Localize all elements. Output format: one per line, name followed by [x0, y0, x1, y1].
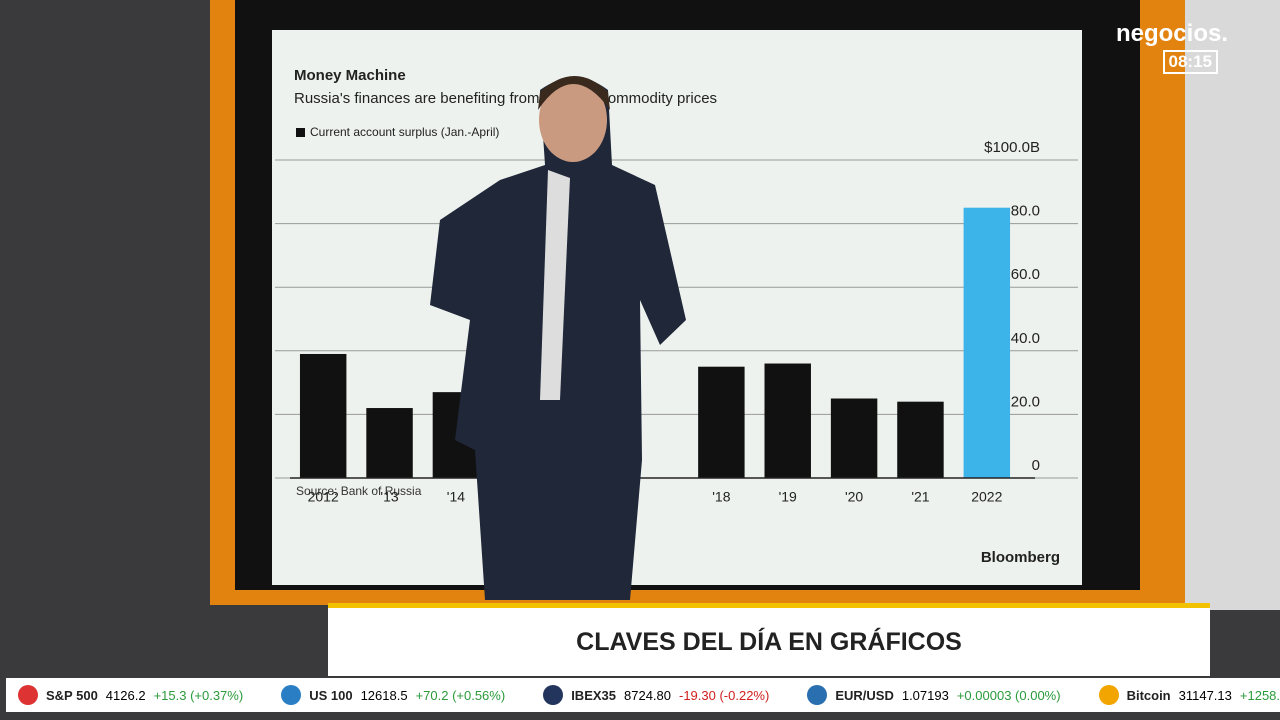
ticker-price: 4126.2 — [105, 687, 146, 703]
ticker-item: S&P 500 4126.2 +15.3 (+0.37%) — [6, 685, 243, 705]
x-tick-label: '18 — [712, 489, 730, 505]
ticker-price: 8724.80 — [624, 687, 671, 703]
bar — [963, 207, 1011, 478]
ticker-name: IBEX35 — [571, 687, 616, 703]
ticker-change: +70.2 (+0.56%) — [415, 687, 506, 703]
ticker-icon — [807, 685, 828, 705]
brand: Bloomberg — [981, 549, 1060, 566]
ticker-name: S&P 500 — [46, 687, 98, 703]
y-tick-label: $100.0B — [984, 139, 1040, 156]
ticker-change: +15.3 (+0.37%) — [153, 687, 244, 703]
ticker-icon — [543, 685, 564, 705]
ticker-icon — [1098, 685, 1119, 705]
chart-subtitle: Russia's finances are benefiting from a … — [294, 90, 717, 107]
x-tick-label: '21 — [911, 489, 929, 505]
x-tick-label: '13 — [380, 489, 398, 505]
x-tick-label: 2012 — [308, 489, 339, 505]
ticker-icon — [18, 685, 38, 705]
y-tick-label: 40.0 — [1011, 330, 1040, 347]
presenter-shirt — [540, 170, 570, 400]
x-tick-label: '19 — [779, 489, 797, 505]
x-tick-label: 2022 — [971, 489, 1002, 505]
chart-title: Money Machine — [294, 67, 406, 84]
bar — [897, 401, 944, 478]
y-tick-label: 0 — [1032, 457, 1040, 474]
y-tick-label: 60.0 — [1011, 266, 1040, 283]
ticker-price: 1.07193 — [901, 687, 949, 703]
presenter-head — [539, 78, 607, 162]
ticker-item: EUR/USD 1.07193 +0.00003 (0.00%) — [795, 685, 1061, 705]
ticker-change: +0.00003 (0.00%) — [956, 687, 1061, 703]
ticker-item: Bitcoin 31147.13 +1258.15 (+4.2 — [1087, 685, 1280, 705]
ticker-item: US 100 12618.5 +70.2 (+0.56%) — [269, 685, 505, 705]
ticker-change: -19.30 (-0.22%) — [679, 687, 770, 703]
x-tick-label: '20 — [845, 489, 863, 505]
source: Source: Bank of Russia — [296, 484, 422, 498]
bar — [830, 398, 878, 478]
ticker-name: EUR/USD — [835, 687, 894, 703]
clock: 08:15 — [1162, 50, 1218, 74]
ticker-item: IBEX35 8724.80 -19.30 (-0.22%) — [531, 685, 769, 705]
lower-third: CLAVES DEL DÍA EN GRÁFICOS — [328, 603, 1210, 676]
presenter-hair — [538, 76, 610, 110]
bar — [299, 353, 347, 478]
y-tick-label: 80.0 — [1011, 203, 1040, 220]
ticker-name: Bitcoin — [1126, 687, 1171, 703]
ticker-price: 12618.5 — [360, 687, 408, 703]
ticker-change: +1258.15 (+4.2 — [1239, 687, 1280, 703]
legend-swatch — [296, 128, 305, 137]
x-tick-label: '14 — [447, 489, 465, 505]
bar — [366, 408, 413, 478]
studio-wall — [1170, 0, 1280, 610]
ticker-name: US 100 — [309, 687, 353, 703]
ticker-icon — [281, 685, 302, 705]
bar — [764, 363, 811, 478]
market-ticker: S&P 500 4126.2 +15.3 (+0.37%) US 100 12618.5… — [6, 678, 1280, 712]
ticker-price: 31147.13 — [1178, 687, 1232, 703]
legend-label: Current account surplus (Jan.-April) — [310, 125, 499, 139]
bar — [698, 366, 745, 478]
y-tick-label: 20.0 — [1011, 393, 1040, 410]
channel-logo: negocios. — [1115, 20, 1228, 47]
